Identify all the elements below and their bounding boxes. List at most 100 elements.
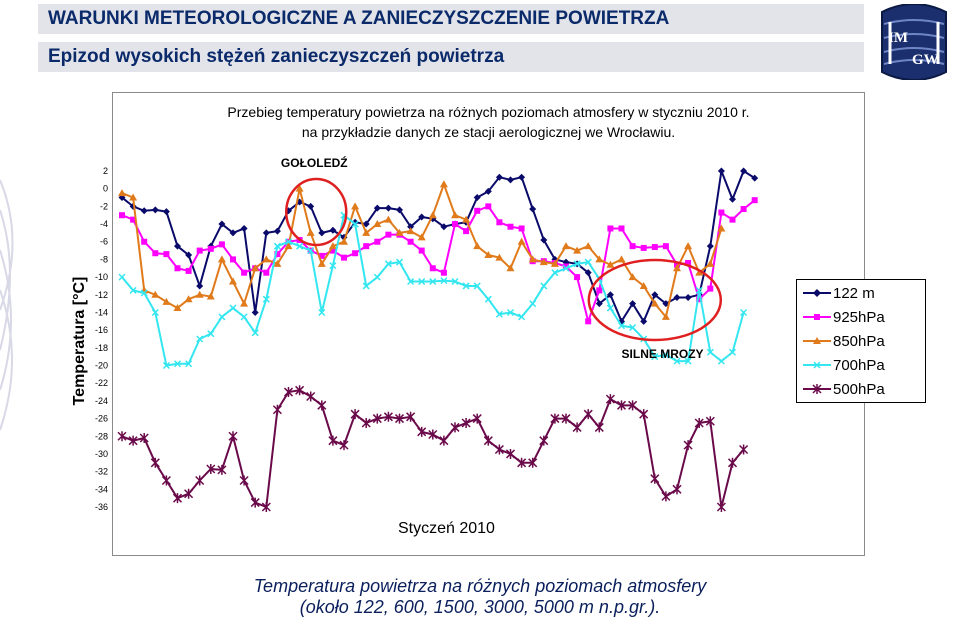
data-point: [507, 223, 514, 230]
data-point: [483, 435, 493, 446]
data-point: [696, 296, 703, 303]
data-point: [683, 440, 693, 451]
data-point: [517, 237, 526, 245]
data-point: [373, 204, 381, 212]
data-point: [196, 335, 204, 343]
data-point: [217, 464, 227, 475]
data-point: [274, 251, 281, 258]
y-tick-label: -32: [95, 467, 108, 477]
data-point: [507, 176, 514, 184]
data-point: [661, 491, 671, 502]
gololedz-label: GOŁOLEDŹ: [281, 155, 348, 170]
data-point: [496, 219, 503, 226]
data-point: [351, 202, 360, 210]
data-point: [196, 247, 203, 254]
data-point: [272, 404, 282, 415]
data-point: [339, 440, 349, 451]
data-point: [251, 264, 260, 272]
data-point: [729, 216, 736, 223]
data-point: [605, 394, 615, 405]
data-point: [395, 228, 404, 236]
data-point: [473, 242, 482, 250]
data-point: [306, 391, 316, 402]
data-point: [284, 238, 293, 246]
data-point: [350, 409, 360, 420]
data-point: [573, 246, 582, 254]
data-point: [606, 304, 614, 312]
page-subtitle: Epizod wysokich stężeń zanieczyszczeń po…: [48, 46, 505, 67]
data-point: [239, 475, 249, 486]
data-point: [373, 220, 382, 228]
y-tick-label: -24: [95, 396, 108, 406]
data-point: [585, 318, 592, 325]
data-point: [495, 253, 504, 261]
data-point: [406, 411, 416, 422]
data-point: [218, 313, 226, 321]
legend-label-122m: 122 m: [833, 285, 875, 302]
data-point: [616, 400, 627, 411]
data-point: [751, 174, 759, 182]
y-tick-label: 2: [103, 166, 108, 176]
y-tick-label: -22: [95, 378, 108, 388]
data-point: [640, 317, 648, 325]
data-point: [450, 422, 460, 433]
data-point: [128, 435, 138, 446]
data-point: [218, 241, 225, 248]
silne-mrozy-circle: [587, 258, 723, 342]
data-point: [740, 167, 748, 175]
data-point: [651, 353, 659, 361]
data-point: [684, 293, 692, 301]
data-point: [606, 260, 615, 268]
data-point: [685, 259, 692, 266]
data-point: [307, 202, 315, 210]
data-point: [650, 473, 660, 484]
data-point: [429, 277, 437, 286]
data-point: [407, 277, 415, 286]
data-point: [661, 312, 670, 320]
data-point: [384, 260, 392, 268]
y-tick-label: -8: [100, 254, 108, 264]
data-point: [372, 413, 382, 424]
data-point: [263, 269, 270, 276]
data-point: [716, 502, 726, 512]
data-point: [617, 322, 626, 330]
data-point: [584, 269, 592, 277]
data-point: [262, 229, 270, 237]
data-point: [250, 497, 260, 508]
data-point: [317, 259, 326, 267]
data-point: [584, 242, 593, 250]
data-point: [607, 225, 614, 232]
data-point: [485, 203, 492, 210]
data-point: [539, 435, 549, 446]
legend-label-500hpa: 500hPa: [833, 381, 885, 398]
y-tick-label: 0: [103, 184, 108, 194]
data-point: [651, 291, 659, 299]
data-point: [518, 173, 526, 181]
data-point: [162, 361, 170, 370]
data-point: [451, 277, 459, 286]
data-point: [462, 215, 471, 223]
data-point: [551, 269, 559, 277]
data-point: [717, 224, 726, 232]
data-point: [318, 252, 325, 259]
data-point: [550, 413, 560, 424]
legend-item-700hpa: 700hPa: [797, 354, 925, 376]
data-point: [384, 204, 392, 212]
data-point: [185, 360, 193, 368]
series-line-1: [121, 199, 756, 323]
data-point: [385, 231, 392, 238]
data-point: [117, 431, 127, 442]
data-point: [562, 242, 570, 250]
data-point: [739, 444, 749, 455]
data-point: [229, 304, 237, 312]
data-point: [451, 211, 459, 219]
chart-title: Przebieg temperatury powietrza na różnyc…: [227, 104, 750, 120]
data-point: [594, 422, 604, 433]
data-point: [650, 299, 659, 307]
data-point: [228, 431, 238, 442]
data-point: [174, 265, 181, 272]
data-point: [184, 295, 193, 303]
data-point: [639, 409, 649, 420]
data-point: [740, 308, 748, 317]
series-line-4: [121, 389, 745, 508]
